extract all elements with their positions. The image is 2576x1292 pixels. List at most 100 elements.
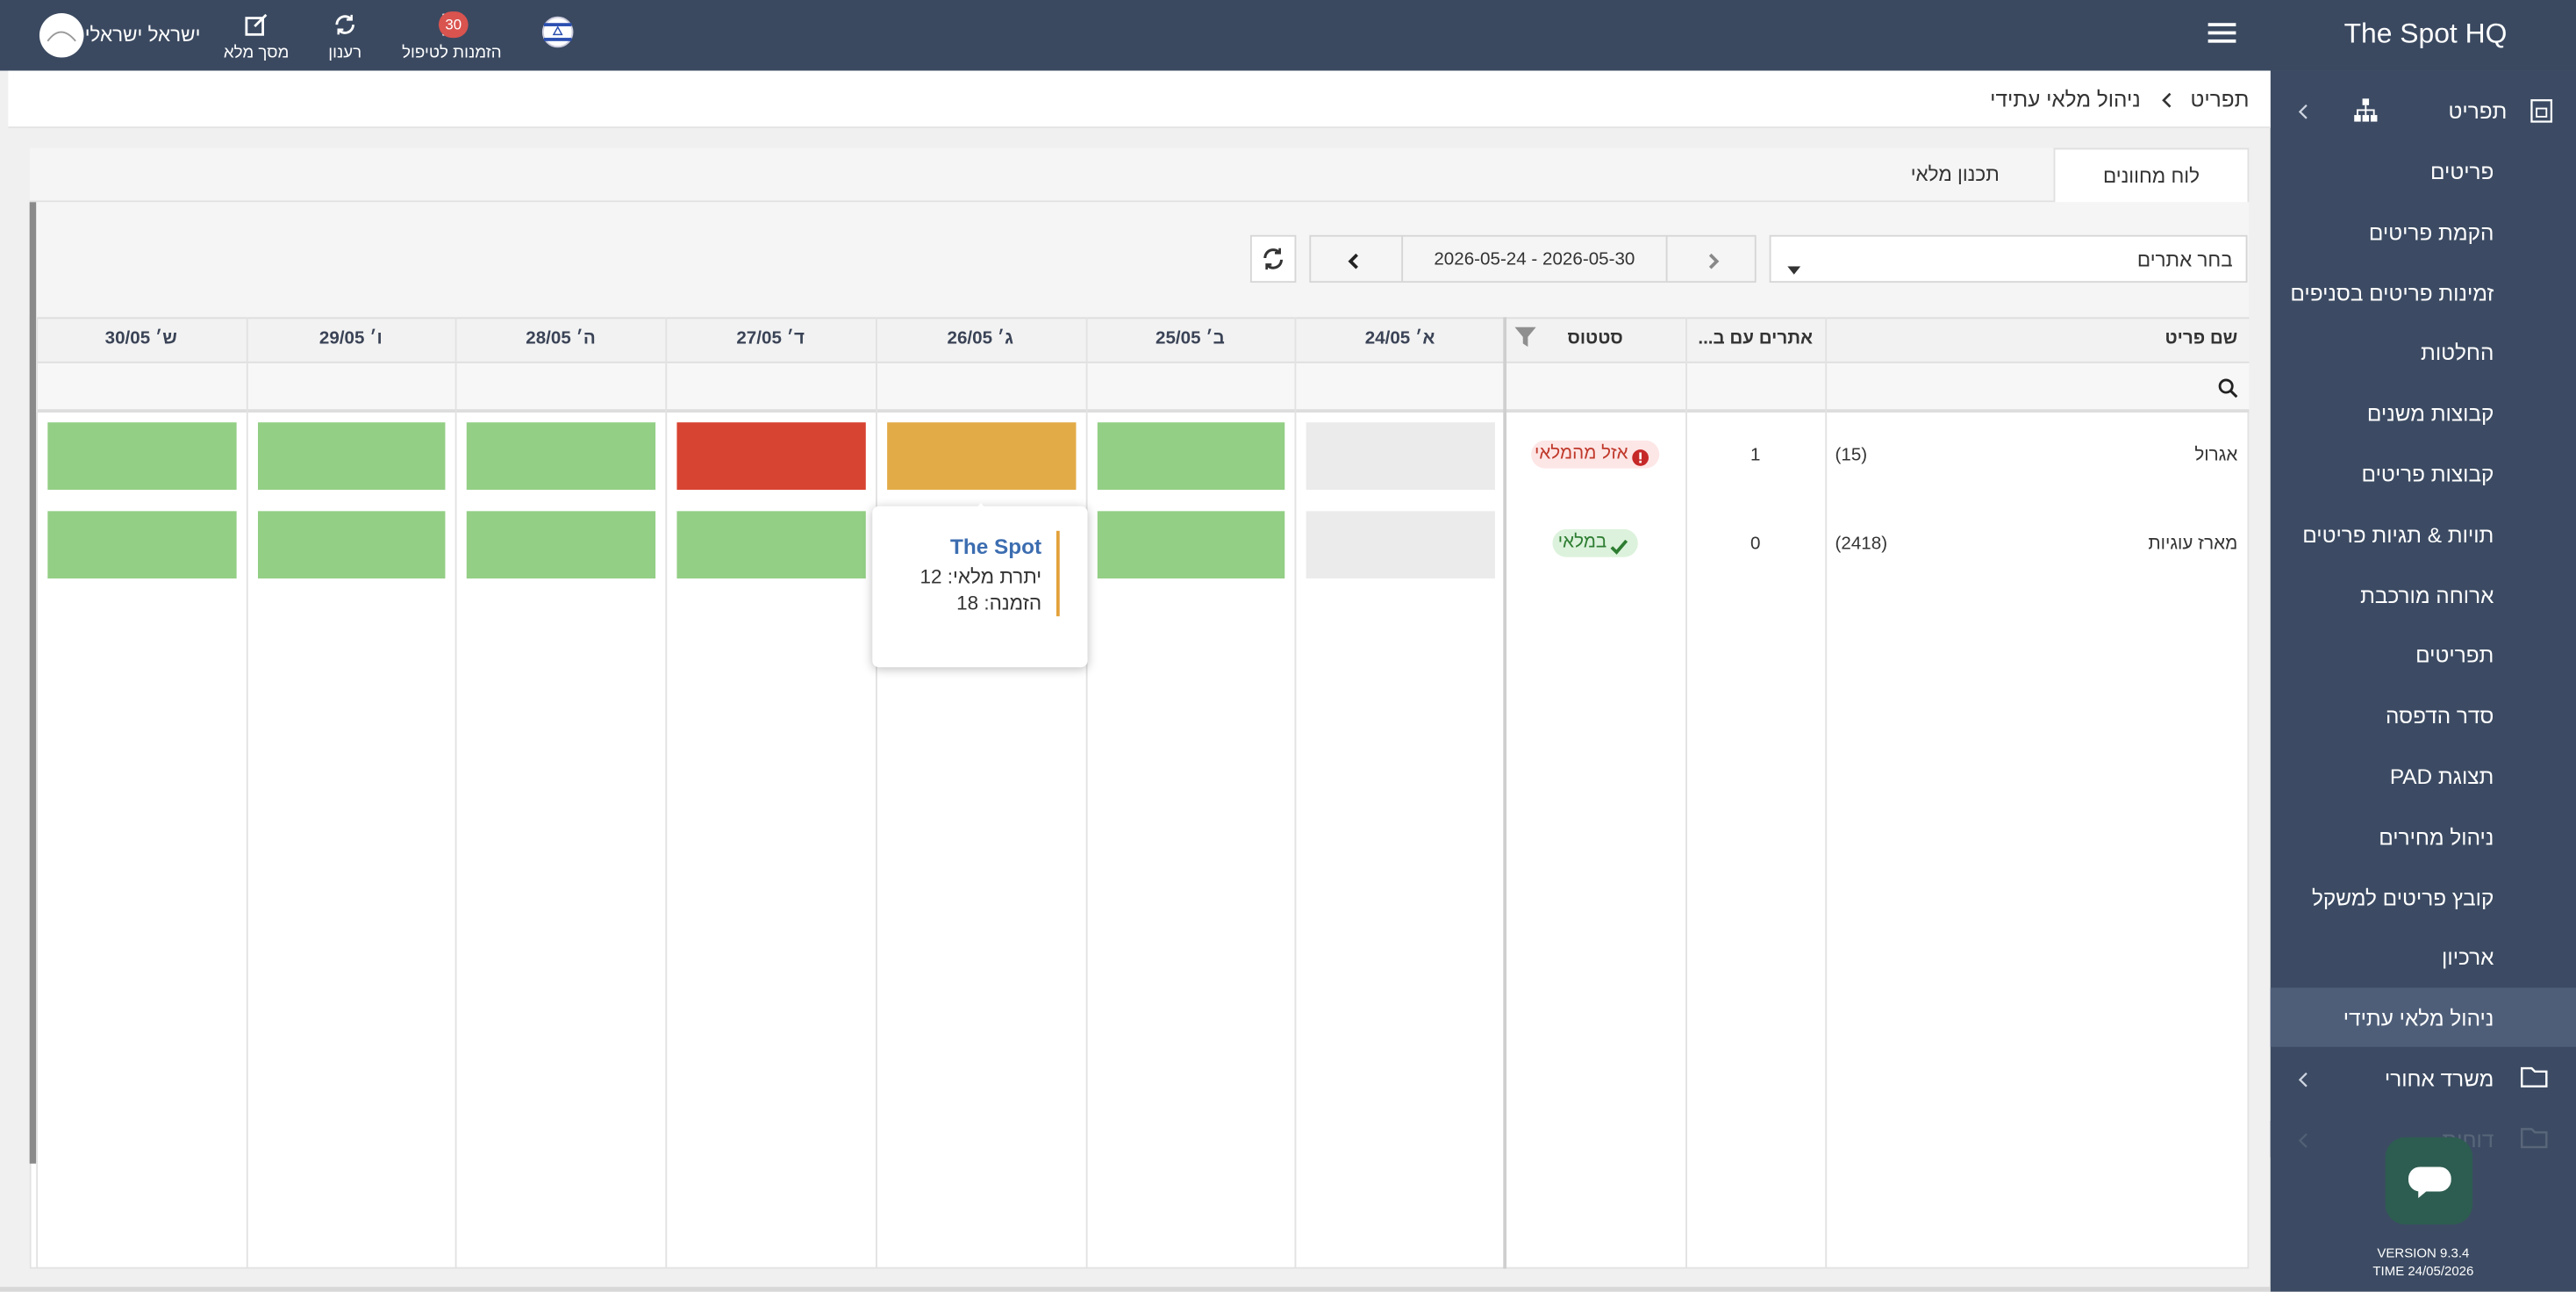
- sidebar-item-label: תפריטים: [2415, 642, 2494, 668]
- sidebar-item[interactable]: זמינות פריטים בסניפים: [2271, 262, 2576, 321]
- collapse-chevron[interactable]: [2293, 100, 2313, 119]
- icon-shape: [1787, 266, 1801, 275]
- chat-button[interactable]: [2385, 1137, 2473, 1224]
- status-label: במלאי: [1557, 532, 1607, 553]
- prev-week[interactable]: [1311, 236, 1404, 282]
- stock-cell[interactable]: [1306, 511, 1495, 579]
- sidebar-item[interactable]: ארוחה מורכבת: [2271, 564, 2576, 623]
- sidebar-item[interactable]: ניהול מחירים: [2271, 807, 2576, 865]
- icon-shape: [1708, 253, 1720, 269]
- breadcrumb-bar: [8, 70, 2271, 129]
- icon-shape: [2418, 1189, 2429, 1199]
- sidebar-item[interactable]: ארכיון: [2271, 928, 2576, 987]
- sidebar-item[interactable]: הקמת פריטים: [2271, 202, 2576, 261]
- site-select[interactable]: בחר אתרים: [1769, 234, 2248, 284]
- stock-cell[interactable]: [676, 422, 866, 490]
- icon-shape: [2408, 1166, 2451, 1199]
- sidebar-item[interactable]: תויות & תגיות פריטים: [2271, 504, 2576, 563]
- stock-cell[interactable]: [886, 422, 1076, 490]
- date-nav: 2026-05-24 - 2026-05-30: [1309, 234, 1758, 284]
- icon-shape: [47, 31, 76, 42]
- item-name: אגרול: [2194, 445, 2238, 465]
- stock-cell[interactable]: [467, 511, 656, 579]
- stock-cell[interactable]: [1096, 422, 1285, 490]
- chev: [1704, 250, 1723, 269]
- sidebar-item-label: זמינות פריטים בסניפים: [2290, 280, 2494, 305]
- tree-icon: [2352, 97, 2379, 123]
- sidebar-item[interactable]: סדר הדפסה: [2271, 685, 2576, 744]
- search-icon: [2218, 377, 2238, 398]
- refresh-button[interactable]: [1249, 234, 1297, 284]
- day-header: ש׳ 30/05: [104, 328, 177, 348]
- sidebar-item[interactable]: החלטות: [2271, 323, 2576, 382]
- column-divider: [36, 317, 39, 1269]
- sidebar-item-label: קבוצות משנים: [2366, 401, 2494, 427]
- sidebar-item-label: ניהול מחירים: [2379, 824, 2494, 850]
- icon-shape: [1348, 253, 1358, 269]
- stock-cell[interactable]: [257, 422, 447, 490]
- column-header[interactable]: שם פריט: [2165, 328, 2238, 348]
- date-range: 2026-05-24 - 2026-05-30: [1434, 249, 1635, 270]
- avatar[interactable]: [39, 12, 84, 58]
- tab[interactable]: תכנון מלאי: [1910, 162, 2000, 186]
- icon-shape: [543, 23, 572, 41]
- sidebar-item[interactable]: פריטים: [2271, 141, 2576, 200]
- header-action[interactable]: מסך מלא: [182, 0, 331, 71]
- action-icon: [332, 11, 358, 38]
- menu-button[interactable]: [2207, 19, 2238, 46]
- icon-shape: [543, 38, 572, 41]
- icon-shape: [2218, 378, 2234, 394]
- stock-cell[interactable]: [47, 422, 237, 490]
- sidebar: [2270, 70, 2576, 1292]
- sidebar-item[interactable]: קובץ פריטים למשקל: [2271, 867, 2576, 926]
- tooltip-bar: [1055, 530, 1060, 617]
- icon-shape: [2357, 104, 2375, 116]
- icon-shape: [1610, 539, 1628, 555]
- icon-shape: [2298, 104, 2308, 119]
- icon-shape: [1263, 248, 1284, 269]
- filter-icon[interactable]: [1514, 327, 1536, 348]
- icon-shape: [347, 14, 353, 21]
- sidebar-item[interactable]: ניהול מלאי עתידי: [2270, 987, 2576, 1048]
- next-week[interactable]: [1665, 236, 1758, 282]
- table-divider: [1503, 317, 1507, 1269]
- tab[interactable]: לוח מחוונים: [2053, 147, 2250, 203]
- stock-cell[interactable]: [467, 422, 656, 490]
- icon-shape: [335, 14, 354, 35]
- stock-cell[interactable]: [257, 511, 447, 579]
- header-action[interactable]: רענון: [271, 0, 419, 71]
- icon-shape: [1514, 327, 1536, 348]
- sidebar-item[interactable]: תצוגת PAD: [2271, 746, 2576, 805]
- sidebar-group[interactable]: משרד אחורי: [2271, 1049, 2576, 1108]
- sidebar-section[interactable]: תפריט: [2448, 98, 2508, 124]
- group-chevron: [2293, 1068, 2313, 1087]
- column-header[interactable]: אתרים עם ב...: [1698, 328, 1814, 348]
- tab-bar: [29, 147, 2250, 203]
- day-header: ו׳ 29/05: [318, 328, 383, 348]
- icon-shape: [2408, 1166, 2451, 1192]
- icon-shape: [2162, 92, 2172, 108]
- stock-cell[interactable]: [1096, 511, 1285, 579]
- column-header[interactable]: סטטוס: [1567, 328, 1623, 348]
- time: TIME 24/05/2026: [2372, 1263, 2474, 1279]
- sidebar-item[interactable]: קבוצות משנים: [2271, 384, 2576, 442]
- icon-shape: [1639, 460, 1642, 463]
- sidebar-item[interactable]: קבוצות פריטים: [2271, 444, 2576, 503]
- icon-shape: [2530, 99, 2553, 123]
- sidebar-item-label: פריטים: [2429, 159, 2494, 184]
- breadcrumb-root[interactable]: תפריט: [2190, 87, 2250, 112]
- column-divider: [1295, 317, 1297, 1269]
- stock-cell[interactable]: [676, 511, 866, 579]
- sidebar-item[interactable]: תפריטים: [2271, 625, 2576, 684]
- stock-cell[interactable]: [1306, 422, 1495, 490]
- stock-cell[interactable]: [47, 511, 237, 579]
- filter-row: [36, 362, 2250, 413]
- icon-shape: [1639, 452, 1642, 460]
- icon-shape: [2362, 98, 2370, 105]
- header-action[interactable]: הזמנות לטיפול 30: [378, 0, 526, 71]
- sidebar-item-label: ניהול מלאי עתידי: [2343, 1006, 2494, 1031]
- sidebar-item-label: ארכיון: [2442, 945, 2494, 971]
- sites-count: 0: [1750, 534, 1761, 555]
